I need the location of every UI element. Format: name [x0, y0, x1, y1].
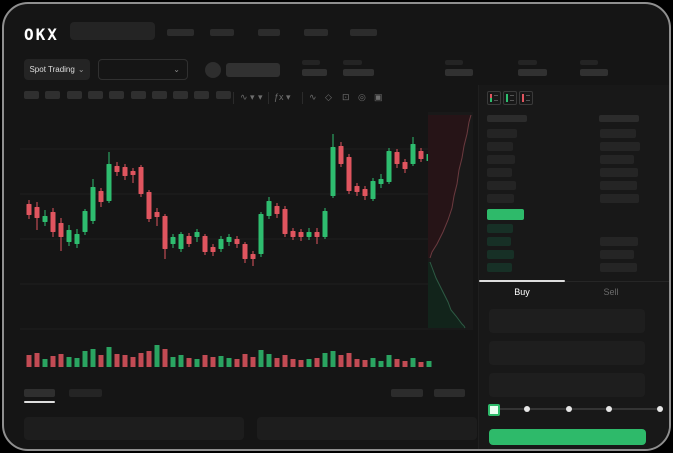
total-input[interactable] — [489, 373, 645, 397]
depth-chart[interactable] — [428, 112, 473, 330]
nav-item-placeholder[interactable] — [258, 29, 280, 36]
bid-price-placeholder[interactable] — [487, 224, 513, 233]
bottom-control-1[interactable] — [391, 389, 423, 397]
market-type-label: Spot Trading — [29, 65, 75, 74]
bid-price-placeholder[interactable] — [487, 263, 512, 272]
bid-price-placeholder[interactable] — [487, 250, 514, 259]
chevron-down-icon: ⌄ — [173, 65, 180, 74]
interval-button-placeholder[interactable] — [194, 91, 210, 99]
screenshot-icon[interactable]: ⊡ — [342, 92, 350, 102]
interval-button-placeholder[interactable] — [66, 91, 82, 99]
stat-label-placeholder — [343, 60, 362, 65]
interval-button-placeholder[interactable] — [24, 91, 39, 99]
bid-amount-placeholder — [600, 263, 637, 272]
stat-value-placeholder — [580, 69, 608, 76]
interval-button-placeholder[interactable] — [87, 91, 103, 99]
amount-input[interactable] — [489, 341, 645, 365]
ask-amount-placeholder — [600, 181, 637, 190]
last-price-block[interactable] — [487, 209, 524, 220]
nav-item-placeholder[interactable] — [304, 29, 328, 36]
bid-amount-placeholder — [600, 237, 638, 246]
interval-button-placeholder[interactable] — [215, 91, 231, 99]
tab-sell[interactable]: Sell — [603, 287, 619, 297]
indicators-icon[interactable]: ƒx ▾ — [274, 92, 291, 102]
chevron-down-icon: ⌄ — [77, 65, 85, 74]
slider-stop-25[interactable] — [524, 406, 530, 412]
interval-button-placeholder[interactable] — [109, 91, 125, 99]
ask-price-placeholder[interactable] — [487, 155, 515, 164]
okx-logo[interactable]: OKX — [24, 25, 59, 44]
slider-stop-50[interactable] — [566, 406, 572, 412]
ask-price-placeholder[interactable] — [487, 129, 517, 138]
bottom-tab-underline — [24, 401, 55, 403]
orderbook-split-view-icon[interactable] — [487, 91, 501, 105]
orderbook-amount-header — [599, 115, 639, 122]
stat-label-placeholder — [518, 60, 537, 65]
trade-side-panel: Buy Sell — [478, 85, 669, 449]
draw-tool-icon[interactable]: ◇ — [325, 92, 332, 102]
ask-price-placeholder[interactable] — [487, 181, 516, 190]
chart-settings-icon[interactable]: ◎ — [358, 92, 366, 102]
slider-stop-75[interactable] — [606, 406, 612, 412]
coin-icon — [205, 62, 221, 78]
buy-submit-button[interactable] — [489, 429, 646, 445]
stat-label-placeholder — [580, 60, 598, 65]
interval-button-placeholder[interactable] — [173, 91, 189, 99]
nav-item-placeholder[interactable] — [350, 29, 377, 36]
stat-value-placeholder — [343, 69, 374, 76]
pair-select-dropdown[interactable]: ⌄ — [98, 59, 188, 80]
buy-tab-indicator — [479, 280, 565, 282]
pair-name-placeholder — [226, 63, 280, 77]
ask-amount-placeholder — [600, 142, 640, 151]
line-tool-icon[interactable]: ∿ — [309, 92, 317, 102]
bottom-tab-active[interactable] — [24, 389, 55, 397]
fullscreen-icon[interactable]: ▣ — [374, 92, 383, 102]
bottom-control-2[interactable] — [434, 389, 465, 397]
candle-style-icon[interactable]: ∿ ▾ — [240, 92, 255, 102]
nav-item-placeholder[interactable] — [167, 29, 194, 36]
bottom-panel-2 — [257, 417, 477, 440]
ask-price-placeholder[interactable] — [487, 194, 514, 203]
price-input[interactable] — [489, 309, 645, 333]
stat-value-placeholder — [445, 69, 473, 76]
depth-svg — [428, 114, 472, 329]
stat-value-placeholder — [518, 69, 547, 76]
bottom-panel-1 — [24, 417, 244, 440]
interval-button-placeholder[interactable] — [45, 91, 61, 99]
style-dropdown-icon[interactable]: ▾ — [258, 92, 263, 102]
bid-amount-placeholder — [600, 250, 634, 259]
stat-label-placeholder — [445, 60, 463, 65]
bid-price-placeholder[interactable] — [487, 237, 511, 246]
interval-button-placeholder[interactable] — [130, 91, 146, 99]
slider-stop-100[interactable] — [657, 406, 663, 412]
nav-item-placeholder[interactable] — [210, 29, 234, 36]
slider-handle[interactable] — [488, 404, 500, 416]
candles-svg — [20, 134, 432, 367]
bottom-tab-2[interactable] — [69, 389, 102, 397]
orderbook-price-header — [487, 115, 527, 122]
interval-button-placeholder[interactable] — [151, 91, 167, 99]
ask-amount-placeholder — [600, 155, 634, 164]
orderbook-bids-view-icon[interactable] — [503, 91, 517, 105]
market-type-selector[interactable]: Spot Trading ⌄ — [24, 59, 90, 80]
stat-label-placeholder — [302, 60, 320, 65]
tab-buy[interactable]: Buy — [514, 287, 530, 297]
stat-value-placeholder — [302, 69, 327, 76]
ask-price-placeholder[interactable] — [487, 142, 513, 151]
nav-search-placeholder[interactable] — [70, 22, 155, 40]
ask-amount-placeholder — [600, 129, 636, 138]
candlestick-chart[interactable] — [20, 108, 432, 372]
amount-slider[interactable] — [491, 408, 658, 410]
orderbook-asks-view-icon[interactable] — [519, 91, 533, 105]
ask-amount-placeholder — [600, 168, 638, 177]
ask-amount-placeholder — [600, 194, 639, 203]
ask-price-placeholder[interactable] — [487, 168, 512, 177]
